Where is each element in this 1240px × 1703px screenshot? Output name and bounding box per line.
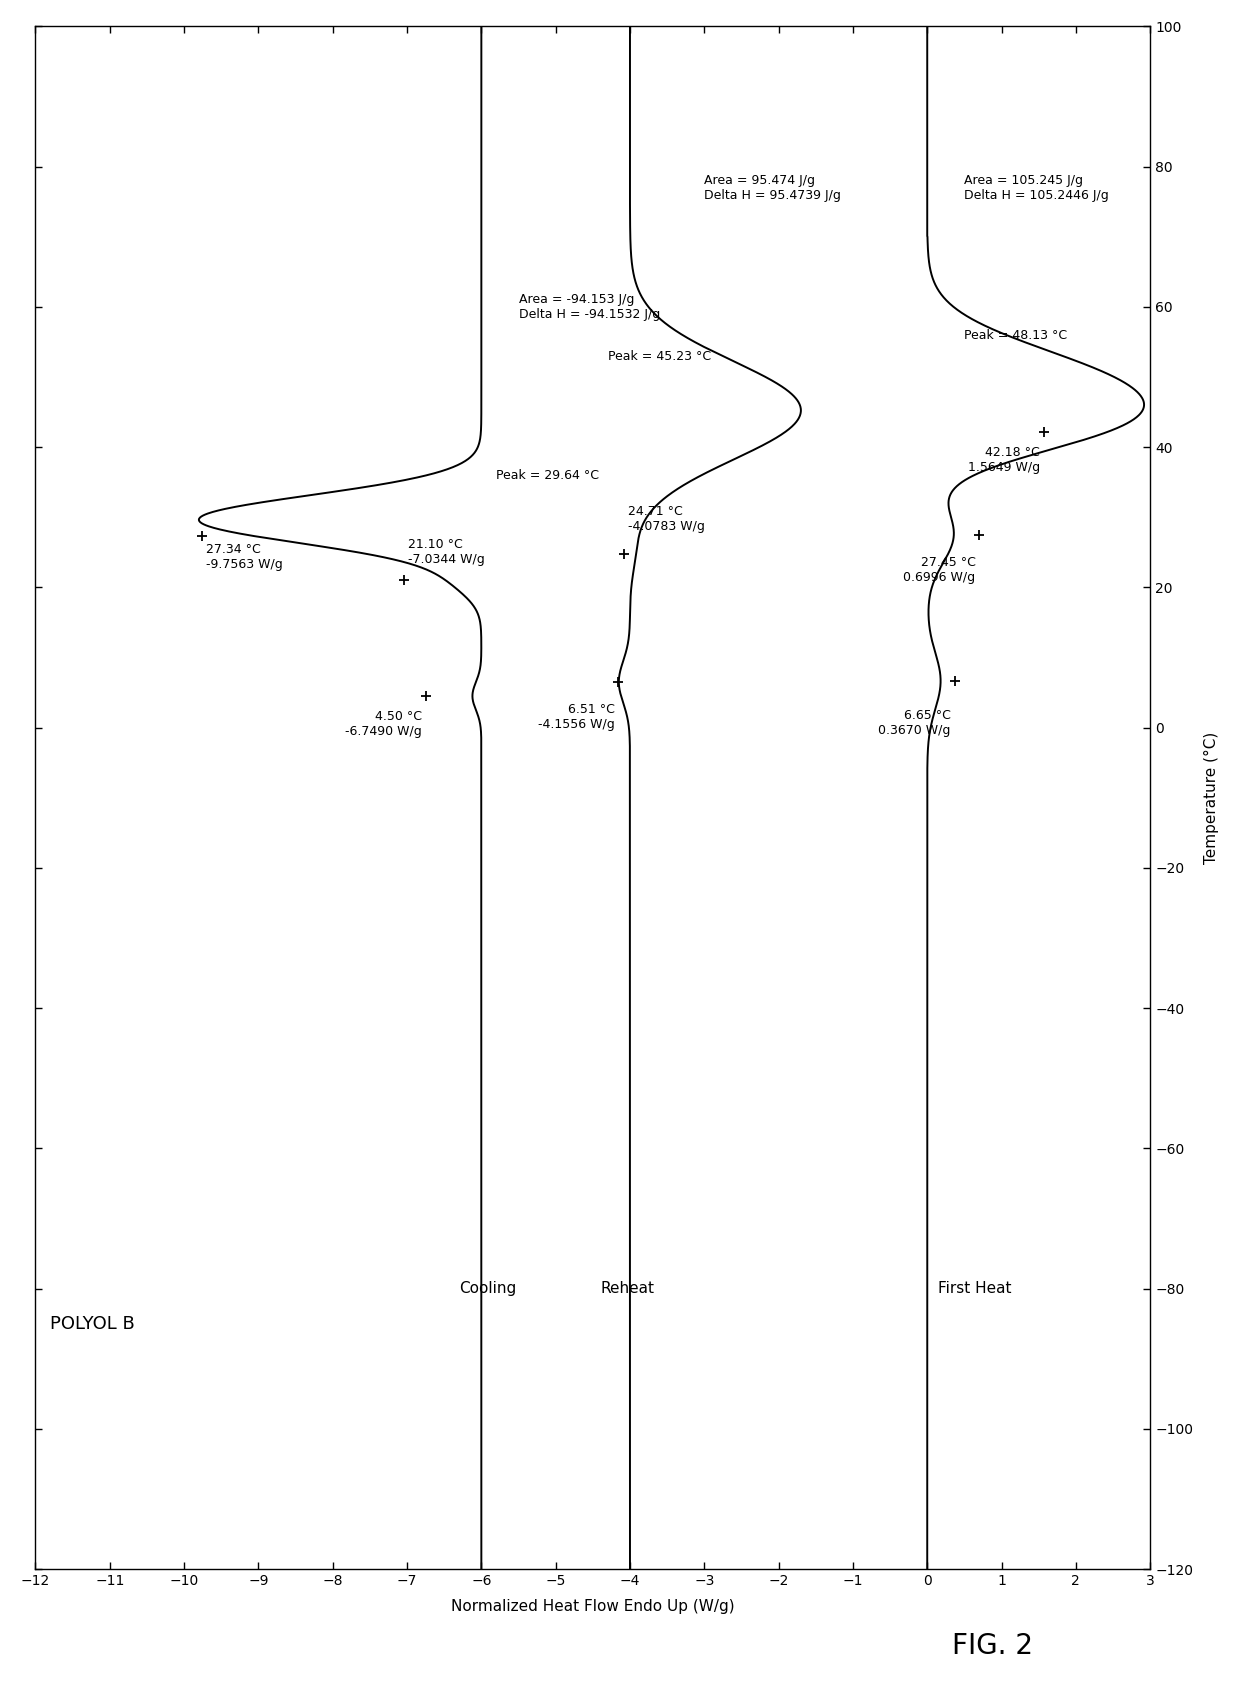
- Y-axis label: Temperature (°C): Temperature (°C): [1204, 732, 1219, 863]
- Text: 42.18 °C
1.5649 W/g: 42.18 °C 1.5649 W/g: [967, 446, 1040, 473]
- Text: 6.51 °C
-4.1556 W/g: 6.51 °C -4.1556 W/g: [538, 703, 615, 731]
- Text: Peak = 48.13 °C: Peak = 48.13 °C: [965, 329, 1068, 342]
- Text: 4.50 °C
-6.7490 W/g: 4.50 °C -6.7490 W/g: [345, 710, 422, 737]
- Text: Area = 95.474 J/g
Delta H = 95.4739 J/g: Area = 95.474 J/g Delta H = 95.4739 J/g: [704, 174, 841, 201]
- Text: 27.34 °C
-9.7563 W/g: 27.34 °C -9.7563 W/g: [206, 543, 283, 571]
- Text: FIG. 2: FIG. 2: [951, 1633, 1033, 1660]
- Text: Peak = 29.64 °C: Peak = 29.64 °C: [496, 468, 599, 482]
- X-axis label: Normalized Heat Flow Endo Up (W/g): Normalized Heat Flow Endo Up (W/g): [451, 1599, 734, 1614]
- Text: 24.71 °C
-4.0783 W/g: 24.71 °C -4.0783 W/g: [627, 506, 704, 533]
- Text: Area = -94.153 J/g
Delta H = -94.1532 J/g: Area = -94.153 J/g Delta H = -94.1532 J/…: [518, 293, 660, 320]
- Text: Peak = 45.23 °C: Peak = 45.23 °C: [608, 349, 711, 363]
- Text: Area = 105.245 J/g
Delta H = 105.2446 J/g: Area = 105.245 J/g Delta H = 105.2446 J/…: [965, 174, 1109, 201]
- Text: POLYOL B: POLYOL B: [51, 1315, 135, 1333]
- Text: First Heat: First Heat: [939, 1281, 1012, 1296]
- Text: 6.65 °C
0.3670 W/g: 6.65 °C 0.3670 W/g: [878, 708, 951, 737]
- Text: 27.45 °C
0.6996 W/g: 27.45 °C 0.6996 W/g: [904, 557, 976, 584]
- Text: Reheat: Reheat: [600, 1281, 655, 1296]
- Text: Cooling: Cooling: [459, 1281, 516, 1296]
- Text: 21.10 °C
-7.0344 W/g: 21.10 °C -7.0344 W/g: [408, 538, 485, 565]
